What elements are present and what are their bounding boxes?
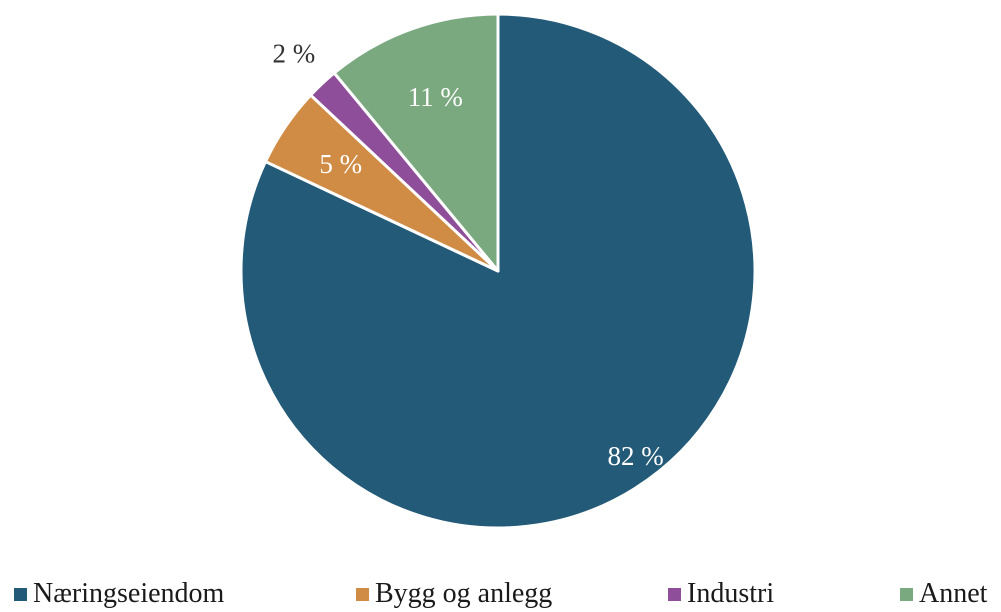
legend-label-industri: Industri bbox=[687, 578, 775, 609]
legend: Næringseiendom Bygg og anlegg Industri A… bbox=[0, 578, 1001, 612]
data-label-annet: 11 % bbox=[408, 82, 463, 112]
legend-swatch-naeringseiendom bbox=[14, 587, 27, 601]
legend-label-naeringseiendom: Næringseiendom bbox=[33, 578, 225, 609]
legend-swatch-industri bbox=[668, 587, 681, 601]
legend-swatch-bygg-og-anlegg bbox=[356, 587, 369, 601]
legend-item-naeringseiendom: Næringseiendom bbox=[14, 578, 224, 610]
legend-label-bygg-og-anlegg: Bygg og anlegg bbox=[375, 578, 553, 609]
legend-item-industri: Industri bbox=[668, 578, 774, 610]
pie-labels: 82 % 5 % 2 % 11 % bbox=[273, 39, 664, 472]
data-label-bygg-og-anlegg: 5 % bbox=[319, 149, 362, 179]
pie-chart: 82 % 5 % 2 % 11 % bbox=[239, 12, 757, 530]
legend-item-annet: Annet bbox=[900, 578, 987, 610]
legend-item-bygg-og-anlegg: Bygg og anlegg bbox=[356, 578, 552, 610]
data-label-naeringseiendom: 82 % bbox=[607, 441, 663, 471]
legend-swatch-annet bbox=[900, 587, 913, 601]
legend-label-annet: Annet bbox=[919, 578, 988, 609]
pie-slices bbox=[239, 12, 757, 530]
pie-slice-annet bbox=[332, 12, 500, 273]
data-label-industri: 2 % bbox=[273, 39, 316, 69]
